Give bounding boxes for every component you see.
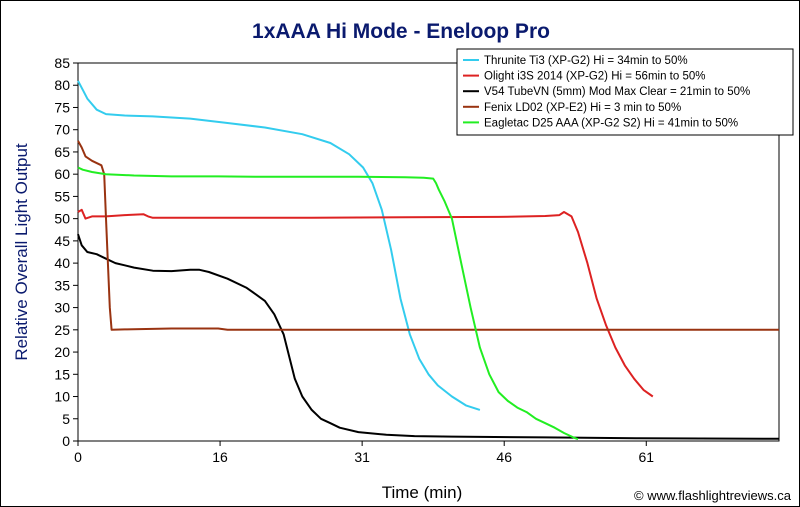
y-tick-label: 25 [54,322,70,338]
chart-title: 1xAAA Hi Mode - Eneloop Pro [252,20,550,43]
x-tick-label: 0 [74,449,82,465]
x-tick-label: 16 [212,449,228,465]
series-line-2 [77,208,654,398]
y-tick-label: 60 [54,166,70,182]
y-tick-label: 35 [54,277,70,293]
x-tick-label: 61 [638,449,654,465]
series-line-5 [77,166,579,441]
legend-label-1: Thrunite Ti3 (XP-G2) Hi = 34min to 50% [484,55,688,67]
y-tick-label: 80 [54,77,70,93]
legend-label-4: Fenix LD02 (XP-E2) Hi = 3 min to 50% [484,102,681,114]
y-axis-title: Relative Overall Light Output [12,143,31,361]
credit-text: © www.flashlightreviews.ca [634,488,792,503]
plot-area: 0 5 10 15 20 25 30 35 40 45 50 55 60 65 70 75 80 85 0 16 31 4… [54,55,780,465]
series-line-1 [77,80,481,411]
x-tick-label: 31 [354,449,370,465]
legend: Thrunite Ti3 (XP-G2) Hi = 34min to 50% Ol… [456,48,794,136]
y-tick-label: 30 [54,300,70,316]
y-tick-label: 5 [62,411,70,427]
legend-label-3: V54 TubeVN (5mm) Mod Max Clear = 21min t… [484,86,750,98]
legend-label-2: Olight i3S 2014 (XP-G2) Hi = 56min to 50… [484,71,705,83]
x-tick-label: 46 [496,449,512,465]
y-tick-label: 55 [54,188,70,204]
y-tick-label: 65 [54,144,70,160]
y-tick-label: 40 [54,255,70,271]
y-tick-label: 75 [54,99,70,115]
plot-border [77,62,780,442]
y-tick-label: 70 [54,122,70,138]
x-axis-title: Time (min) [382,483,463,502]
y-tick-label: 50 [54,211,70,227]
series-line-4 [77,140,779,331]
series-line-3 [77,233,780,440]
y-tick-label: 15 [54,366,70,382]
legend-box [456,48,794,136]
y-tick-label: 10 [54,389,70,405]
legend-label-5: Eagletac D25 AAA (XP-G2 S2) Hi = 41min t… [484,117,738,129]
y-tick-label: 45 [54,233,70,249]
y-tick-label: 0 [62,433,70,449]
y-tick-label: 85 [54,55,70,71]
y-tick-label: 20 [54,344,70,360]
